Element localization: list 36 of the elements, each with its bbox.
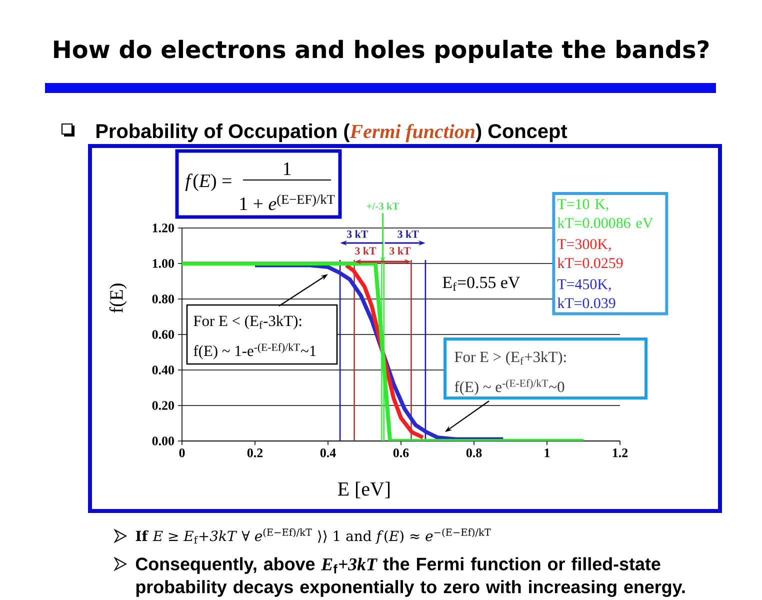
annotation: For E > (E$_{f}$+3kT): bbox=[454, 351, 566, 366]
x-tick-label: 0.4 bbox=[320, 448, 336, 458]
y-tick-label: 1.00 bbox=[152, 259, 174, 268]
annotation: 3 kT bbox=[347, 230, 368, 238]
text: T=300K, kT=0.0259 bbox=[557, 239, 623, 268]
x-tick-label: 1.2 bbox=[612, 448, 628, 458]
annotation: 3 kT bbox=[390, 246, 411, 255]
y-tick-label: 0.40 bbox=[152, 366, 174, 374]
annotation: 3 kT bbox=[355, 246, 376, 255]
annotation: f(E) ~ 1-e$^{-(E-Ef)/kT}$~1 bbox=[194, 343, 316, 360]
text: T=10 K, kT=0.00086 eV bbox=[557, 199, 654, 228]
y-tick-label: 0.20 bbox=[152, 401, 174, 410]
annotation: E$_{f}$=0.55 eV bbox=[442, 276, 520, 291]
x-tick-label: 0 bbox=[179, 448, 185, 458]
text: Consequently, above E$_{f}$+3kT the Fermi function or filled-state probability decays exponentially to zero with increasing energy. bbox=[136, 557, 685, 597]
text: 1 + e$^{(E−EF)/kT}$ bbox=[240, 194, 335, 210]
annotation: 3 kT bbox=[398, 230, 419, 238]
x-tick-label: 1 bbox=[544, 448, 550, 458]
annotation: For E < (E$_{f}$-3kT): bbox=[194, 315, 302, 330]
x-tick-label: 0.6 bbox=[393, 448, 409, 458]
text: 1 bbox=[284, 162, 291, 175]
text: If E ≥ E$_{f}$+3kT ∀ e$^{(E−Ef)/kT}$ ⟩⟩ 1 and f(E) ≈ e$^{−(E−Ef)/kT}$ bbox=[136, 528, 491, 544]
chart-subtitle: Probability of Occupation (Fermi function) Concept bbox=[96, 124, 568, 142]
y-tick-label: 0.00 bbox=[152, 436, 174, 446]
text: f(E) = bbox=[185, 174, 232, 192]
text: T=450K, kT=0.039 bbox=[557, 279, 616, 308]
x-tick-label: 0.8 bbox=[466, 448, 482, 458]
y-tick-label: 0.80 bbox=[152, 294, 174, 304]
annotation: +/-3 kT bbox=[366, 202, 400, 210]
y-tick-label: 1.20 bbox=[152, 224, 174, 232]
y-axis-title: f(E) bbox=[109, 284, 127, 313]
x-axis-title: E [eV] bbox=[338, 482, 390, 498]
annotation: f(E) ~ e$^{-(E-Ef)/kT}$~0 bbox=[454, 379, 564, 396]
y-tick-label: 0.60 bbox=[152, 330, 174, 339]
chart-title: How do electrons and holes populate the bands? bbox=[54, 40, 709, 63]
x-tick-label: 0.2 bbox=[247, 448, 263, 458]
